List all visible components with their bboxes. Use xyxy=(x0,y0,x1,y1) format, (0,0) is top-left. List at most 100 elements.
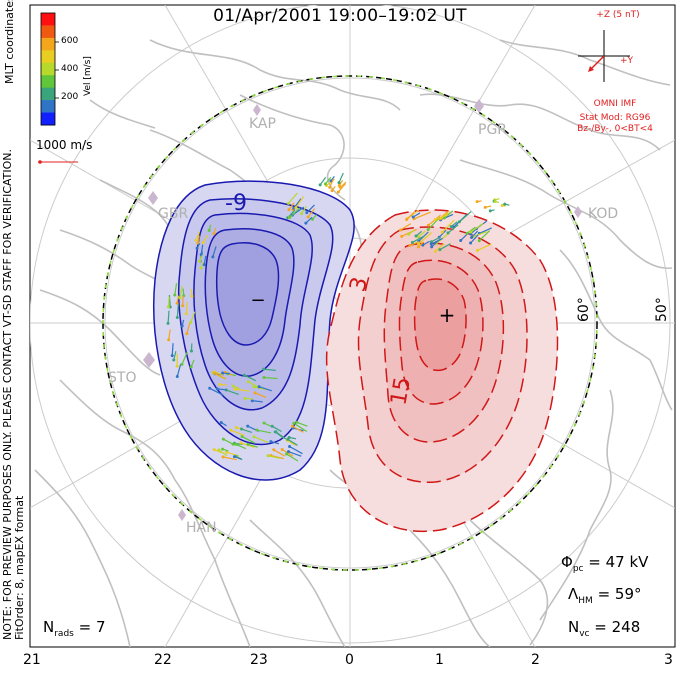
velocity-vector xyxy=(200,244,204,255)
velocity-vector xyxy=(186,321,191,334)
colorbar-label: Vel [m/s] xyxy=(83,56,93,96)
velocity-vector-origin xyxy=(253,391,257,395)
velocity-vector-origin xyxy=(414,234,418,238)
velocity-vector-origin xyxy=(503,202,507,206)
velocity-vector-origin xyxy=(211,255,215,259)
velocity-vector xyxy=(431,238,440,248)
velocity-vector-origin xyxy=(189,365,193,369)
velocity-vector xyxy=(418,232,433,245)
velocity-vector xyxy=(176,303,179,318)
velocity-vector-origin xyxy=(224,450,228,454)
station-marker-gbr xyxy=(148,191,158,205)
mlt-tick-3: 3 xyxy=(664,652,673,668)
velocity-vector-origin xyxy=(180,362,184,366)
velocity-vector xyxy=(274,431,285,439)
velocity-vector-origin xyxy=(242,373,246,377)
velocity-vector-origin xyxy=(246,380,250,384)
velocity-vector-origin xyxy=(272,448,276,452)
station-label-gbr: GBR xyxy=(158,206,189,222)
velocity-vector xyxy=(447,224,459,234)
mlt-tick-2: 2 xyxy=(531,652,540,668)
velocity-vector-origin xyxy=(166,305,170,309)
velocity-vector-origin xyxy=(287,450,291,454)
velocity-vector-origin xyxy=(266,454,270,458)
velocity-vector-origin xyxy=(288,444,292,448)
station-label-kap: KAP xyxy=(249,116,276,132)
velocity-vector-origin xyxy=(257,385,261,389)
velocity-vector xyxy=(478,230,491,242)
velocity-vector-origin xyxy=(288,215,292,219)
velocity-vector-origin xyxy=(446,231,450,235)
velocity-vector xyxy=(241,436,256,444)
positive-potential-cell xyxy=(325,209,559,532)
velocity-vector-origin xyxy=(231,384,235,388)
velocity-vector xyxy=(209,387,224,396)
velocity-vector-origin xyxy=(411,215,415,219)
velocity-vector-origin xyxy=(201,240,205,244)
velocity-vector xyxy=(293,422,308,432)
velocity-vector xyxy=(167,310,170,324)
velocity-vector xyxy=(412,235,426,243)
velocity-vector-origin xyxy=(189,320,193,324)
velocity-vector xyxy=(443,210,454,219)
velocity-vector-origin xyxy=(306,215,310,219)
velocity-vector-origin xyxy=(287,208,291,212)
velocity-vector-origin xyxy=(181,304,185,308)
velocity-vector xyxy=(440,212,449,219)
velocity-vector xyxy=(267,455,280,459)
velocity-vector xyxy=(226,389,239,396)
imf-clock-dial xyxy=(578,30,630,82)
velocity-vector-origin xyxy=(493,199,497,203)
velocity-vector-origin xyxy=(208,386,212,390)
stat-phi-symbol: Φ xyxy=(561,553,573,571)
velocity-vector xyxy=(190,311,196,323)
velocity-vector-origin xyxy=(337,181,341,185)
colorbar-tick-200: 200 xyxy=(61,92,79,102)
velocity-vector-origin xyxy=(234,426,238,430)
velocity-vector-origin xyxy=(194,238,198,242)
velocity-vector-origin xyxy=(246,424,250,428)
velocity-vector xyxy=(287,438,298,446)
colorbar-band xyxy=(41,75,55,89)
stat-lambda-sub: HM xyxy=(578,596,593,606)
velocity-vector xyxy=(292,425,304,433)
velocity-vector xyxy=(338,172,344,183)
velocity-vector-origin xyxy=(212,448,216,452)
imf-model: Stat Mod: RG96 xyxy=(579,113,651,123)
velocity-vector-origin xyxy=(173,293,177,297)
velocity-vector xyxy=(472,231,487,238)
velocity-vector-origin xyxy=(207,229,211,233)
velocity-vector-origin xyxy=(202,263,206,267)
velocity-vector-origin xyxy=(440,230,444,234)
velocity-vector xyxy=(289,445,303,455)
potential-min-marker: − xyxy=(250,290,265,311)
velocity-vector xyxy=(286,453,299,462)
station-label-han: HAN xyxy=(186,520,217,536)
velocity-vector xyxy=(252,400,263,403)
velocity-vector-origin xyxy=(286,201,290,205)
stat-nvc: Nvc = 248 xyxy=(568,618,640,639)
stat-nvc-symbol: N xyxy=(568,618,580,636)
velocity-vector xyxy=(288,451,302,457)
velocity-vector-origin xyxy=(336,190,340,194)
velocity-vector-origin xyxy=(475,200,479,204)
velocity-vector-origin xyxy=(229,428,233,432)
velocity-vector xyxy=(319,177,327,186)
velocity-vector-origin xyxy=(270,424,274,428)
velocity-vector xyxy=(460,233,468,241)
contour-label-positive-15: 15 xyxy=(386,375,415,407)
velocity-vector xyxy=(247,443,259,448)
velocity-vector xyxy=(295,196,305,209)
velocity-vector-origin xyxy=(185,332,189,336)
velocity-vector xyxy=(438,229,447,238)
stat-lambda-symbol: Λ xyxy=(568,585,579,603)
velocity-vector-origin xyxy=(172,358,176,362)
velocity-vector xyxy=(400,223,412,231)
coastlines xyxy=(34,39,673,647)
velocity-vector-origin xyxy=(310,217,314,221)
velocity-vector xyxy=(435,242,445,252)
velocity-vector xyxy=(230,429,245,436)
velocity-vector-origin xyxy=(410,240,414,244)
velocity-vector xyxy=(337,183,347,193)
